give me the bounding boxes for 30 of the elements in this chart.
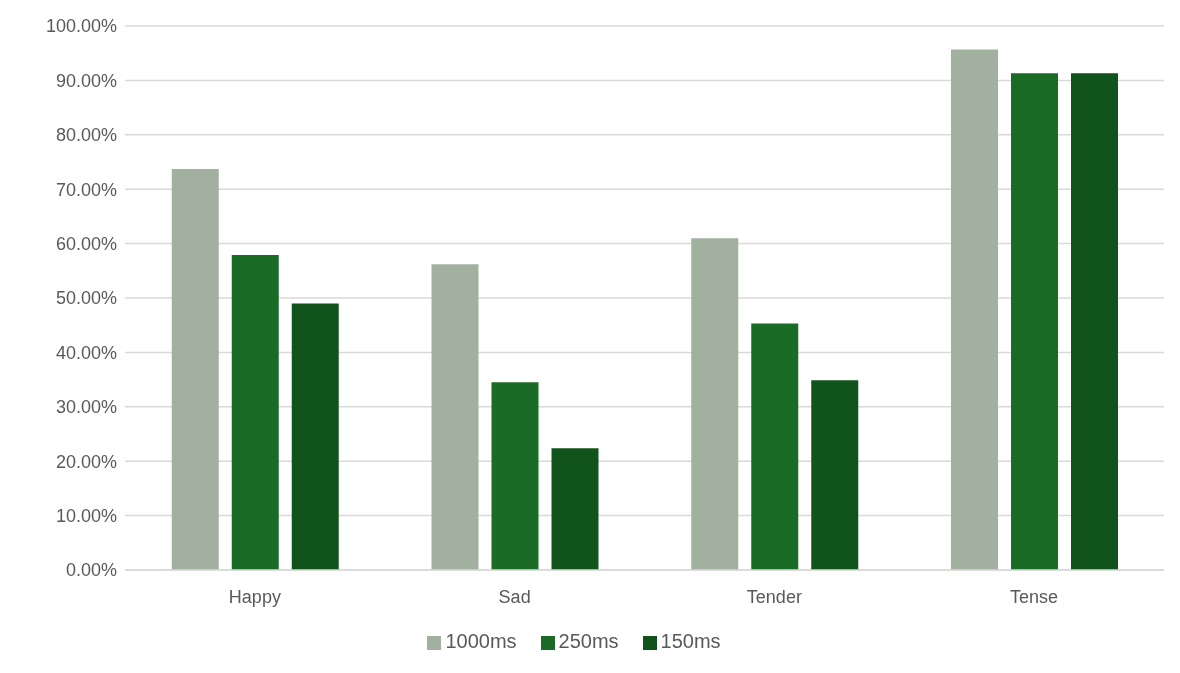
- legend-label: 150ms: [660, 630, 721, 652]
- bar: [1071, 73, 1119, 570]
- y-tick-label: 80.00%: [55, 125, 117, 146]
- legend-label: 250ms: [558, 630, 619, 652]
- y-tick-label: 70.00%: [55, 179, 117, 200]
- x-tick-label: Sad: [498, 586, 531, 607]
- x-tick-label: Tender: [746, 586, 802, 607]
- bar: [691, 238, 739, 570]
- x-tick-label: Happy: [228, 586, 281, 607]
- y-tick-label: 50.00%: [55, 288, 117, 309]
- bar: [171, 169, 219, 570]
- y-tick-label: 30.00%: [55, 397, 117, 418]
- x-tick-label: Tense: [1010, 586, 1059, 607]
- bar: [951, 49, 999, 570]
- bar: [291, 303, 339, 570]
- y-tick-label: 0.00%: [65, 560, 117, 581]
- bar: [1011, 73, 1059, 570]
- y-tick-label: 20.00%: [55, 451, 117, 472]
- bar: [551, 448, 599, 570]
- y-tick-label: 10.00%: [55, 505, 117, 526]
- bar: [811, 380, 859, 570]
- bar: [431, 264, 479, 570]
- bar: [751, 323, 799, 570]
- y-tick-label: 90.00%: [55, 70, 117, 91]
- legend-label: 1000ms: [445, 630, 517, 652]
- bar: [231, 255, 279, 570]
- bar: [491, 382, 539, 570]
- y-tick-label: 40.00%: [55, 342, 117, 363]
- y-tick-label: 100.00%: [45, 16, 117, 37]
- y-tick-label: 60.00%: [55, 233, 117, 254]
